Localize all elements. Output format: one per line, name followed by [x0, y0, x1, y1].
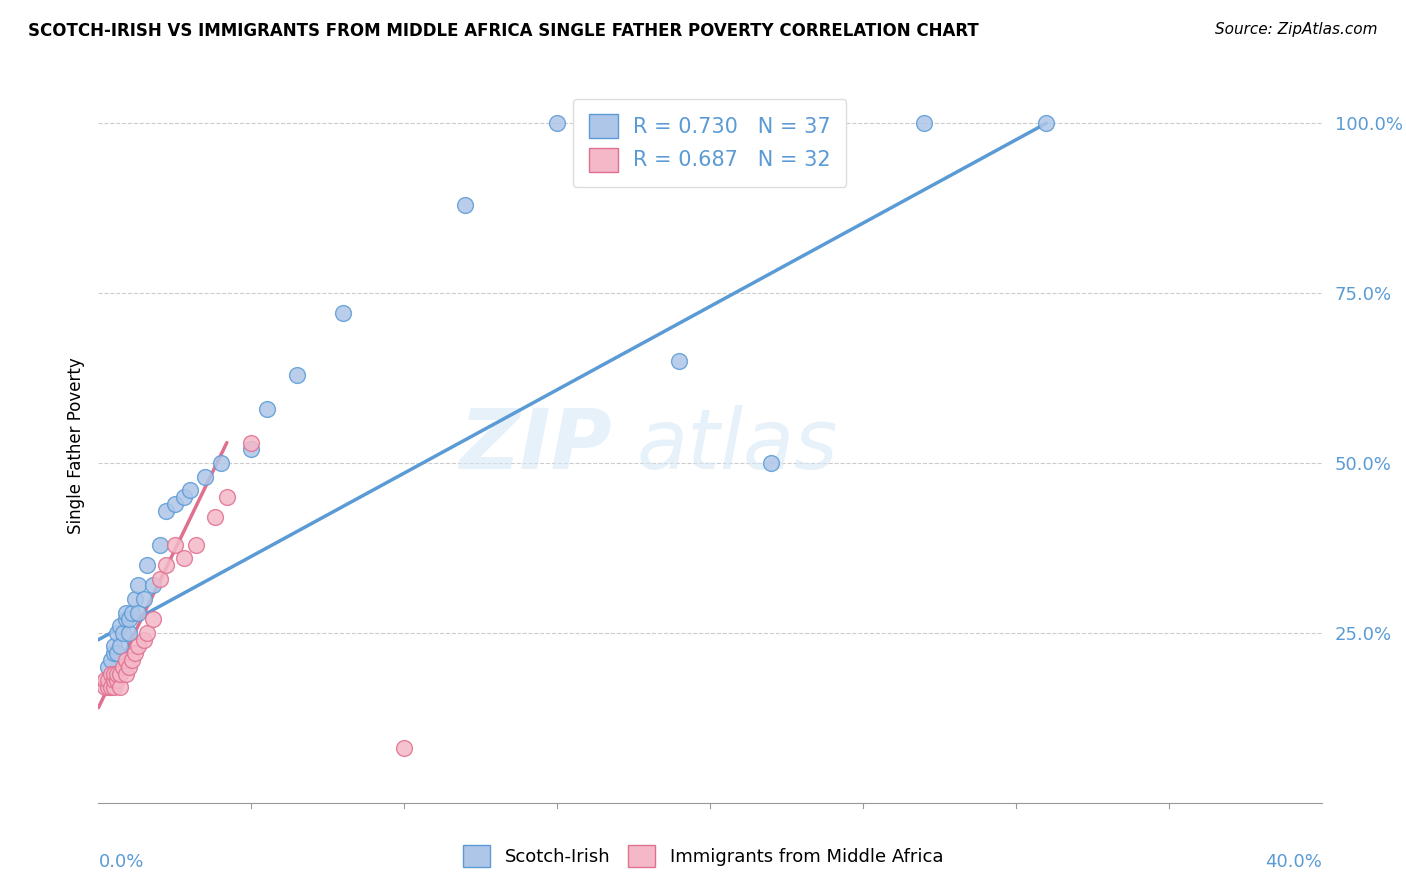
Point	[118, 612, 141, 626]
Point	[285, 368, 308, 382]
Point	[124, 646, 146, 660]
Text: Source: ZipAtlas.com: Source: ZipAtlas.com	[1215, 22, 1378, 37]
Point	[1035, 116, 1057, 130]
Point	[103, 646, 125, 660]
Point	[127, 578, 149, 592]
Point	[240, 435, 263, 450]
Point	[115, 606, 138, 620]
Point	[149, 572, 172, 586]
Point	[115, 653, 138, 667]
Point	[173, 551, 195, 566]
Point	[179, 483, 201, 498]
Point	[142, 612, 165, 626]
Text: SCOTCH-IRISH VS IMMIGRANTS FROM MIDDLE AFRICA SINGLE FATHER POVERTY CORRELATION : SCOTCH-IRISH VS IMMIGRANTS FROM MIDDLE A…	[28, 22, 979, 40]
Point	[155, 558, 177, 572]
Point	[454, 198, 477, 212]
Point	[155, 503, 177, 517]
Point	[912, 116, 935, 130]
Point	[186, 537, 208, 551]
Point	[392, 741, 416, 756]
Point	[115, 612, 138, 626]
Point	[103, 640, 125, 654]
Point	[103, 666, 125, 681]
Point	[105, 666, 128, 681]
Point	[103, 680, 125, 694]
Point	[108, 640, 131, 654]
Point	[546, 116, 568, 130]
Point	[115, 666, 138, 681]
Point	[134, 591, 156, 606]
Point	[173, 490, 195, 504]
Point	[121, 653, 143, 667]
Point	[668, 354, 690, 368]
Point	[105, 626, 128, 640]
Point	[240, 442, 263, 457]
Point	[97, 673, 120, 688]
Point	[332, 306, 354, 320]
Point	[93, 680, 115, 694]
Point	[93, 673, 115, 688]
Text: atlas: atlas	[637, 406, 838, 486]
Point	[97, 660, 120, 674]
Point	[124, 591, 146, 606]
Point	[105, 646, 128, 660]
Point	[108, 619, 131, 633]
Point	[142, 578, 165, 592]
Point	[204, 510, 226, 524]
Legend: R = 0.730   N = 37, R = 0.687   N = 32: R = 0.730 N = 37, R = 0.687 N = 32	[574, 99, 846, 187]
Point	[127, 606, 149, 620]
Point	[256, 401, 278, 416]
Point	[149, 537, 172, 551]
Point	[108, 680, 131, 694]
Point	[759, 456, 782, 470]
Point	[215, 490, 238, 504]
Text: 0.0%: 0.0%	[98, 853, 143, 871]
Point	[111, 660, 134, 674]
Text: 40.0%: 40.0%	[1265, 853, 1322, 871]
Point	[100, 680, 122, 694]
Point	[136, 626, 159, 640]
Point	[100, 653, 122, 667]
Point	[134, 632, 156, 647]
Point	[127, 640, 149, 654]
Point	[105, 673, 128, 688]
Point	[97, 680, 120, 694]
Point	[209, 456, 232, 470]
Point	[118, 660, 141, 674]
Point	[121, 606, 143, 620]
Y-axis label: Single Father Poverty: Single Father Poverty	[66, 358, 84, 534]
Point	[111, 626, 134, 640]
Point	[163, 497, 186, 511]
Point	[118, 626, 141, 640]
Text: ZIP: ZIP	[460, 406, 612, 486]
Point	[108, 666, 131, 681]
Point	[136, 558, 159, 572]
Point	[103, 673, 125, 688]
Point	[194, 469, 217, 483]
Legend: Scotch-Irish, Immigrants from Middle Africa: Scotch-Irish, Immigrants from Middle Afr…	[456, 838, 950, 874]
Point	[163, 537, 186, 551]
Point	[100, 666, 122, 681]
